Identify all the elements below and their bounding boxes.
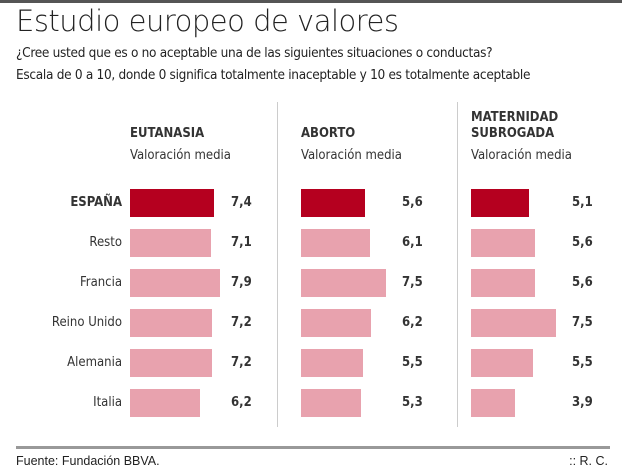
- data-label: 7,1: [231, 235, 252, 250]
- bar: [301, 229, 371, 257]
- column-divider: [457, 102, 458, 427]
- bar: [471, 269, 535, 297]
- data-label: 5,6: [572, 235, 593, 250]
- category-label: Alemania: [67, 355, 122, 370]
- top-rule: [0, 0, 622, 3]
- column-divider: [277, 102, 278, 427]
- data-label: 5,5: [402, 355, 423, 370]
- data-label: 7,9: [231, 275, 252, 290]
- page-title: Estudio europeo de valores: [16, 4, 399, 38]
- category-label: Reino Unido: [51, 315, 122, 330]
- value-axis-label: Valoración media: [130, 148, 231, 163]
- data-label: 5,6: [402, 195, 423, 210]
- data-label: 7,5: [402, 275, 423, 290]
- category-label: Italia: [93, 395, 122, 410]
- category-label: ESPAÑA: [70, 195, 122, 210]
- subtitle-scale: Escala de 0 a 10, donde 0 significa tota…: [16, 67, 531, 83]
- data-label: 3,9: [572, 395, 593, 410]
- data-label: 6,1: [402, 235, 423, 250]
- bar: [301, 189, 365, 217]
- data-label: 6,2: [402, 315, 423, 330]
- data-label: 5,1: [572, 195, 593, 210]
- bar: [471, 309, 557, 337]
- series-title: ABORTO: [301, 126, 356, 141]
- data-label: 5,3: [402, 395, 423, 410]
- bar: [301, 349, 364, 377]
- bar: [130, 349, 212, 377]
- series-title: EUTANASIA: [130, 126, 205, 141]
- bar: [130, 269, 220, 297]
- author-credit: :: R. C.: [569, 454, 608, 468]
- bar: [301, 309, 372, 337]
- data-label: 5,6: [572, 275, 593, 290]
- category-label: Francia: [79, 275, 122, 290]
- bar: [301, 389, 362, 417]
- bar: [130, 189, 214, 217]
- bar: [471, 189, 529, 217]
- data-label: 7,4: [231, 195, 252, 210]
- value-axis-label: Valoración media: [301, 148, 402, 163]
- data-label: 5,5: [572, 355, 593, 370]
- bar: [471, 389, 516, 417]
- data-label: 7,5: [572, 315, 593, 330]
- bar: [471, 229, 535, 257]
- bar: [130, 229, 211, 257]
- data-label: 7,2: [231, 355, 252, 370]
- source-note: Fuente: Fundación BBVA.: [16, 454, 160, 468]
- bar: [471, 349, 534, 377]
- bar: [130, 309, 212, 337]
- category-label: Resto: [89, 235, 122, 250]
- series-title: MATERNIDAD SUBROGADA: [471, 110, 559, 141]
- data-label: 6,2: [231, 395, 252, 410]
- bar: [301, 269, 387, 297]
- bar: [130, 389, 201, 417]
- value-axis-label: Valoración media: [471, 148, 572, 163]
- subtitle-question: ¿Cree usted que es o no aceptable una de…: [16, 45, 493, 61]
- footer-rule: [16, 446, 610, 449]
- data-label: 7,2: [231, 315, 252, 330]
